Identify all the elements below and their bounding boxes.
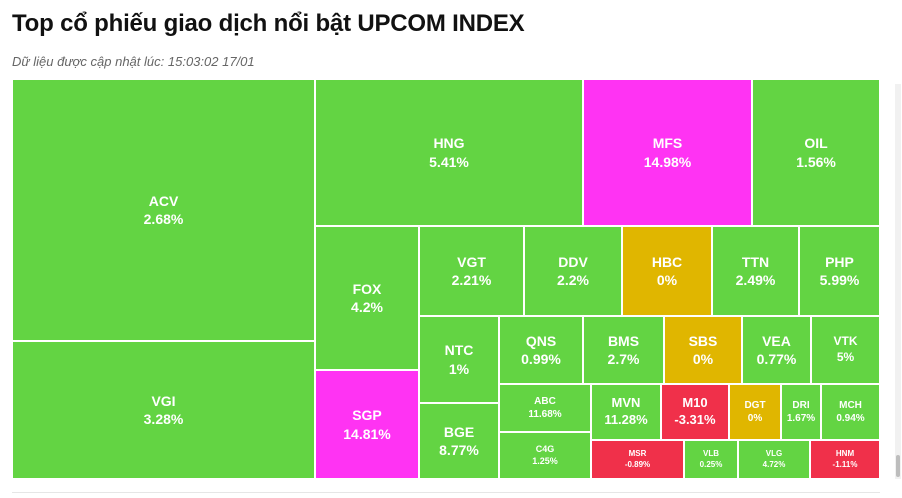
- treemap-cell-ntc[interactable]: NTC 1%: [419, 316, 499, 403]
- price-change-label: 0.99%: [521, 351, 561, 367]
- treemap-cell-m10[interactable]: M10 -3.31%: [661, 384, 729, 440]
- ticker-symbol: VEA: [762, 332, 791, 349]
- ticker-symbol: DRI: [792, 400, 810, 411]
- treemap-cell-sbs[interactable]: SBS 0%: [664, 316, 742, 384]
- ticker-symbol: MVN: [611, 395, 641, 411]
- price-change-label: 2.68%: [143, 211, 184, 227]
- price-change-label: 1%: [448, 360, 470, 377]
- page-title: Top cổ phiếu giao dịch nổi bật UPCOM IND…: [12, 10, 525, 37]
- ticker-symbol: M10: [682, 395, 708, 411]
- treemap-cell-mch[interactable]: MCH 0.94%: [821, 384, 880, 440]
- treemap-cell-mfs[interactable]: MFS 14.98%: [583, 79, 752, 226]
- price-change-label: 11.68%: [528, 409, 562, 420]
- price-change-label: 1.25%: [532, 455, 558, 466]
- price-change-label: 5.41%: [429, 153, 469, 170]
- price-change-label: -0.89%: [624, 459, 651, 469]
- price-change-label: -3.31%: [674, 412, 716, 427]
- ticker-symbol: DGT: [744, 400, 766, 411]
- ticker-symbol: HBC: [651, 253, 683, 270]
- treemap-cell-vgi[interactable]: VGI 3.28%: [12, 341, 315, 479]
- treemap-cell-dri[interactable]: DRI 1.67%: [781, 384, 821, 440]
- price-change-label: 0.25%: [699, 459, 723, 469]
- price-change-label: 14.98%: [643, 153, 692, 170]
- treemap-cell-vgt[interactable]: VGT 2.21%: [419, 226, 524, 316]
- treemap-cell-vlb[interactable]: VLB 0.25%: [684, 440, 738, 479]
- ticker-symbol: MFS: [652, 135, 683, 152]
- treemap-cell-fox[interactable]: FOX 4.2%: [315, 226, 419, 370]
- ticker-symbol: VGT: [457, 253, 486, 270]
- treemap-cell-hbc[interactable]: HBC 0%: [622, 226, 712, 316]
- ticker-symbol: BGE: [443, 423, 475, 440]
- price-change-label: 5%: [836, 350, 855, 364]
- ticker-symbol: VTK: [833, 334, 858, 349]
- price-change-label: 4.72%: [762, 459, 786, 469]
- price-change-label: 0%: [656, 272, 678, 288]
- treemap-cell-vea[interactable]: VEA 0.77%: [742, 316, 811, 384]
- price-change-label: 2.7%: [607, 351, 640, 367]
- ticker-symbol: DDV: [558, 253, 588, 270]
- treemap-cell-bge[interactable]: BGE 8.77%: [419, 403, 499, 479]
- price-change-label: -1.11%: [832, 459, 858, 469]
- ticker-symbol: SGP: [352, 407, 382, 424]
- ticker-symbol: VLB: [703, 449, 719, 459]
- treemap-cell-c4g[interactable]: C4G 1.25%: [499, 432, 591, 479]
- ticker-symbol: BMS: [607, 332, 640, 349]
- price-change-label: 0%: [692, 351, 714, 367]
- scrollbar-track[interactable]: [895, 84, 901, 479]
- ticker-symbol: ACV: [148, 192, 179, 209]
- price-change-label: 3.28%: [143, 411, 184, 427]
- treemap-cell-vlg[interactable]: VLG 4.72%: [738, 440, 810, 479]
- price-change-label: 2.49%: [735, 272, 776, 288]
- ticker-symbol: VGI: [151, 392, 176, 409]
- price-change-label: 1.67%: [786, 413, 816, 424]
- treemap-cell-hnm[interactable]: HNM -1.11%: [810, 440, 880, 479]
- divider: [12, 492, 880, 493]
- treemap-cell-dgt[interactable]: DGT 0%: [729, 384, 781, 440]
- ticker-symbol: OIL: [804, 135, 828, 152]
- price-change-label: 14.81%: [343, 425, 391, 442]
- price-change-label: 0.77%: [756, 351, 797, 367]
- ticker-symbol: C4G: [535, 443, 555, 454]
- price-change-label: 8.77%: [439, 442, 479, 458]
- ticker-symbol: ABC: [534, 396, 556, 407]
- price-change-label: 2.2%: [557, 272, 589, 288]
- ticker-symbol: NTC: [444, 342, 474, 359]
- treemap-chart: ACV 2.68% VGI 3.28% HNG 5.41% MFS 14.98% OIL 1.56…: [12, 79, 880, 479]
- treemap-cell-qns[interactable]: QNS 0.99%: [499, 316, 583, 384]
- price-change-label: 0%: [747, 413, 763, 424]
- update-time: 15:03:02 17/01: [167, 54, 255, 69]
- ticker-symbol: QNS: [525, 332, 557, 349]
- treemap-cell-vtk[interactable]: VTK 5%: [811, 316, 880, 384]
- price-change-label: 4.2%: [351, 299, 383, 315]
- update-label: Dữ liệu được cập nhật lúc:: [12, 54, 165, 69]
- treemap-cell-oil[interactable]: OIL 1.56%: [752, 79, 880, 226]
- ticker-symbol: HNG: [433, 135, 465, 152]
- treemap-cell-bms[interactable]: BMS 2.7%: [583, 316, 664, 384]
- ticker-symbol: SBS: [688, 332, 718, 349]
- ticker-symbol: PHP: [825, 253, 854, 270]
- price-change-label: 11.28%: [604, 412, 648, 427]
- ticker-symbol: VLG: [765, 449, 783, 459]
- price-change-label: 1.56%: [796, 153, 836, 170]
- treemap-cell-msr[interactable]: MSR -0.89%: [591, 440, 684, 479]
- ticker-symbol: MSR: [628, 449, 647, 459]
- price-change-label: 2.21%: [451, 272, 492, 288]
- treemap-cell-mvn[interactable]: MVN 11.28%: [591, 384, 661, 440]
- treemap-cell-ddv[interactable]: DDV 2.2%: [524, 226, 622, 316]
- treemap-cell-ttn[interactable]: TTN 2.49%: [712, 226, 799, 316]
- ticker-symbol: FOX: [352, 280, 382, 297]
- ticker-symbol: MCH: [839, 400, 862, 411]
- treemap-cell-sgp[interactable]: SGP 14.81%: [315, 370, 419, 479]
- treemap-cell-abc[interactable]: ABC 11.68%: [499, 384, 591, 432]
- price-change-label: 5.99%: [819, 272, 860, 288]
- treemap-cell-hng[interactable]: HNG 5.41%: [315, 79, 583, 226]
- treemap-cell-acv[interactable]: ACV 2.68%: [12, 79, 315, 341]
- treemap-cell-php[interactable]: PHP 5.99%: [799, 226, 880, 316]
- scrollbar-thumb[interactable]: [896, 455, 900, 477]
- update-timestamp: Dữ liệu được cập nhật lúc: 15:03:02 17/0…: [12, 54, 255, 69]
- ticker-symbol: TTN: [741, 253, 770, 270]
- ticker-symbol: HNM: [835, 449, 855, 459]
- price-change-label: 0.94%: [836, 413, 865, 424]
